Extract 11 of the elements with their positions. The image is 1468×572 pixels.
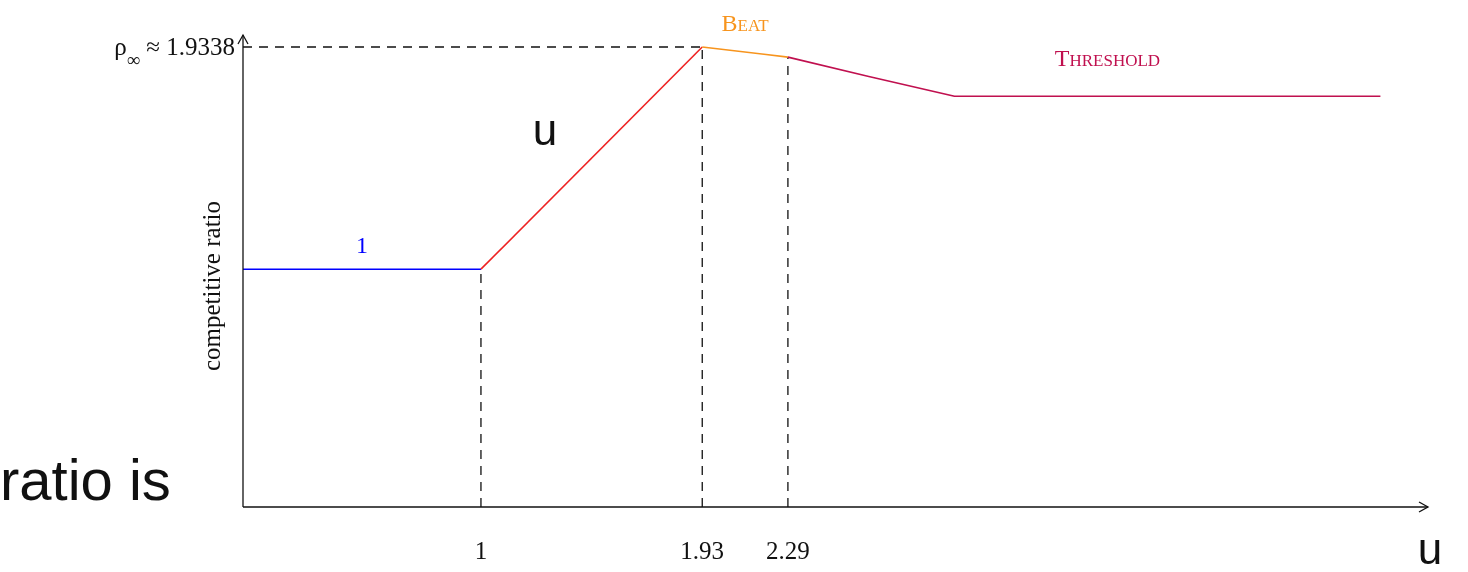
ref-line-label: ρ$_{∞}$ ≈ 1.9338: [114, 33, 235, 70]
series-label: 1: [355, 232, 368, 259]
y-axis-title: competitive ratio: [198, 200, 225, 372]
x-tick-label: 2.29: [766, 537, 810, 564]
x-tick-label: 1.93: [680, 537, 725, 564]
series-label: Threshold: [1054, 45, 1161, 72]
x-tick-label: 1: [474, 537, 488, 564]
series-label: Beat: [721, 10, 770, 36]
x-axis-title: u: [1417, 524, 1443, 572]
annotation: u: [532, 105, 558, 154]
text: ratio is: [0, 447, 171, 512]
